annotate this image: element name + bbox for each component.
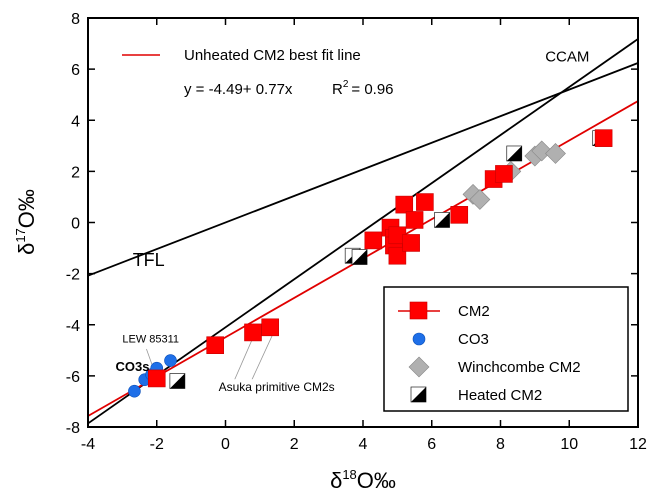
y-tick-label: 4 (71, 113, 80, 130)
heated-cm2-point (506, 145, 523, 162)
annotation-tfl: TFL (133, 250, 165, 270)
legend-heated-label: Heated CM2 (458, 387, 542, 404)
y-tick-label: 2 (71, 164, 80, 181)
cm2-point (495, 165, 513, 183)
heated-marker-fill (506, 145, 522, 161)
heated-cm2-point (169, 373, 186, 389)
data-points (128, 129, 613, 398)
x-tick-label: 0 (221, 436, 230, 453)
cm2-point (261, 318, 279, 337)
cm2-point (416, 193, 434, 211)
x-tick-label: 8 (496, 436, 505, 453)
y-tick-label: 6 (71, 62, 80, 79)
axis-ticks: -4 -2 0 2 4 6 8 10 12 -8 -6 -4 -2 0 2 4 6 8 (66, 11, 647, 453)
annotation-asuka-primitive-cm2s: Asuka primitive CM2s (219, 380, 335, 394)
cm2-point (364, 231, 383, 250)
y-tick-label: -4 (66, 318, 80, 335)
winchcombe-cm2-point (531, 140, 553, 162)
fit-annotation-equation: y = -4.49+ 0.77x (184, 81, 293, 98)
cm2-point (594, 129, 613, 147)
x-tick-label: -4 (81, 436, 95, 453)
y-tick-label: -6 (66, 369, 80, 386)
y-tick-label: -8 (66, 420, 80, 437)
x-tick-label: 12 (629, 436, 647, 453)
cm2-point (405, 211, 424, 229)
annotation-background (216, 379, 337, 396)
heated-marker-fill (434, 212, 450, 228)
legend-co3-marker (412, 332, 426, 346)
legend: CM2 CO3 Winchcombe CM2 Heated CM2 (383, 286, 629, 412)
heated-cm2-point (434, 212, 450, 228)
legend-co3-label: CO3 (458, 331, 489, 348)
annotation-ccam: CCAM (545, 48, 589, 65)
legend-cm2-label: CM2 (458, 303, 490, 320)
cm2-point (206, 336, 224, 355)
heated-marker-fill (352, 249, 368, 265)
annotation-leader-line (232, 337, 254, 385)
fit-annotation-title: Unheated CM2 best fit line (184, 47, 361, 64)
co3-point (128, 384, 141, 398)
legend-cm2-marker (409, 301, 428, 320)
legend-winchcombe-label: Winchcombe CM2 (458, 359, 581, 376)
winchcombe-cm2-point (545, 143, 566, 164)
fit-annotation-r2: R2 = 0.96 (332, 79, 394, 98)
co3-point (164, 354, 177, 367)
cm2-point (395, 195, 414, 214)
cm2-point (244, 323, 262, 342)
heated-marker-fill (169, 373, 185, 389)
tfl-line (88, 62, 638, 277)
annotation-lew-85311: LEW 85311 (122, 334, 179, 346)
y-tick-label: -2 (66, 267, 80, 284)
x-tick-label: 10 (560, 436, 578, 453)
annotations: TFL CCAM LEW 85311 CO3s Asuka primitive CM2s (116, 48, 589, 396)
cm2-point (388, 246, 407, 265)
x-tick-label: 4 (359, 436, 368, 453)
y-tick-label: 8 (71, 11, 80, 28)
y-axis-title: δ17O‰ (13, 189, 39, 255)
x-axis-title: δ18O‰ (330, 467, 396, 493)
ccam-line (88, 38, 638, 425)
y-tick-label: 0 (71, 216, 80, 233)
winchcombe-cm2-point (469, 189, 491, 210)
x-tick-label: 6 (427, 436, 436, 453)
x-tick-label: -2 (150, 436, 164, 453)
legend-winchcombe-marker (408, 356, 430, 378)
legend-heated-marker (410, 386, 427, 403)
cm2-point (450, 206, 469, 224)
annotation-leader-line (249, 332, 274, 385)
cm2-point (147, 369, 166, 388)
x-tick-label: 2 (290, 436, 299, 453)
cm2-point (402, 234, 420, 252)
heated-cm2-point (351, 249, 368, 265)
annotation-co3s: CO3s (116, 359, 150, 374)
